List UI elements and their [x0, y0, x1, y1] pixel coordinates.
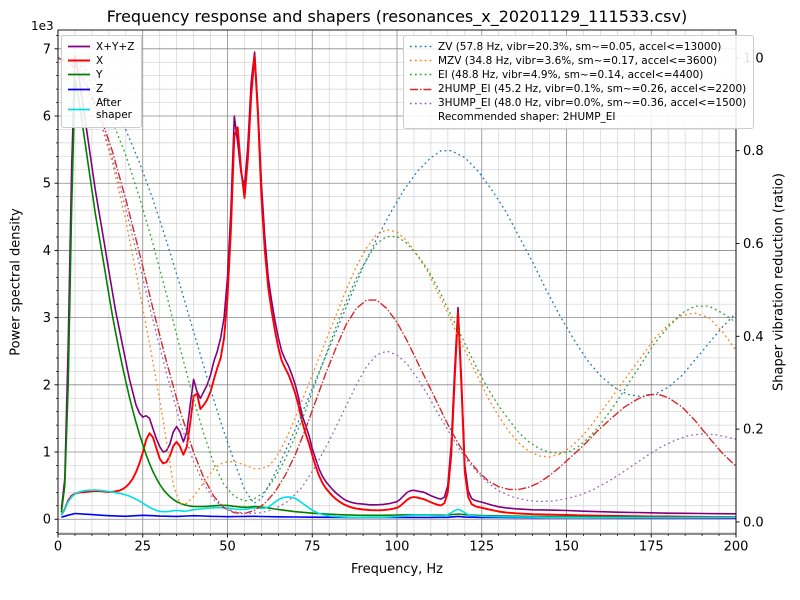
y-right-tick-label: 0.8: [743, 144, 764, 159]
y-axis-label-left: Power spectral density: [8, 208, 24, 356]
x-tick-label: 75: [304, 540, 321, 555]
legend-item-z: Z: [67, 83, 134, 96]
legend-item-3hump-ei: 3HUMP_EI (48.0 Hz, vibr=0.0%, sm~=0.36, …: [409, 97, 746, 110]
y-left-tick-label: 7: [43, 42, 51, 57]
y-axis-offset-text: 1e3: [31, 19, 54, 33]
x-tick-label: 175: [639, 540, 664, 555]
legend-label: ZV (57.8 Hz, vibr=20.3%, sm~=0.05, accel…: [438, 40, 722, 53]
legend-item-x: X: [67, 55, 134, 68]
y-left-tick-label: 3: [43, 311, 51, 326]
legend-label: Y: [96, 68, 103, 81]
psd-after-shaper-line: [60, 489, 737, 519]
psd-z-line: [61, 512, 736, 519]
legend-label: Z: [96, 82, 104, 95]
legend-item-x-y-z: X+Y+Z: [67, 41, 134, 54]
y-left-tick-label: 2: [43, 378, 51, 393]
y-left-tick-label: 5: [43, 177, 51, 192]
legend-line-sample: [410, 102, 432, 104]
shaper-mzv-line: [57, 57, 737, 505]
y-right-tick-label: 0.4: [743, 330, 764, 345]
x-tick-label: 0: [54, 540, 62, 555]
legend-label: 2HUMP_EI (45.2 Hz, vibr=0.1%, sm~=0.26, …: [438, 82, 747, 95]
legend-line-sample: [68, 74, 90, 76]
y-left-tick-label: 0: [43, 513, 51, 528]
y-right-tick-label: 0.0: [743, 515, 764, 530]
legend-item-after-shaper: After shaper: [67, 97, 134, 122]
x-tick-label: 125: [469, 540, 494, 555]
legend-label: After shaper: [96, 96, 133, 122]
y-right-tick-label: 0.2: [743, 423, 764, 438]
legend-label: X+Y+Z: [96, 40, 135, 53]
legend-label: EI (48.8 Hz, vibr=4.9%, sm~=0.14, accel<…: [438, 68, 704, 81]
x-axis-label: Frequency, Hz: [350, 562, 444, 577]
legend-line-sample: [410, 46, 432, 48]
legend-label: X: [96, 54, 104, 67]
y-axis-label-right: Shaper vibration reduction (ratio): [771, 173, 787, 391]
x-tick-label: 25: [134, 540, 151, 555]
x-tick-label: 50: [219, 540, 236, 555]
y-left-tick-label: 1: [43, 446, 51, 461]
y-right-tick-label: 0.6: [743, 237, 764, 252]
chart-title: Frequency response and shapers (resonanc…: [106, 7, 688, 26]
y-left-tick-label: 6: [43, 110, 51, 125]
psd-x-line: [60, 54, 737, 518]
legend-note: Recommended shaper: 2HUMP_EI: [438, 110, 616, 123]
legend-shapers: ZV (57.8 Hz, vibr=20.3%, sm~=0.05, accel…: [403, 35, 755, 130]
x-tick-label: 150: [554, 540, 579, 555]
legend-line-sample: [410, 74, 432, 76]
x-tick-label: 100: [385, 540, 410, 555]
legend-psd: X+Y+Z X Y Z After shaper: [61, 35, 143, 128]
legend-item-ei: EI (48.8 Hz, vibr=4.9%, sm~=0.14, accel<…: [409, 69, 746, 82]
shaper-2hump-ei-line: [57, 57, 737, 515]
legend-item-zv: ZV (57.8 Hz, vibr=20.3%, sm~=0.05, accel…: [409, 41, 746, 54]
shaper-3hump-ei-line: [57, 57, 737, 515]
legend-line-sample: [410, 60, 432, 62]
legend-item-mzv: MZV (34.8 Hz, vibr=3.6%, sm~=0.17, accel…: [409, 55, 746, 68]
legend-line-sample: [68, 45, 90, 48]
legend-item-y: Y: [67, 69, 134, 82]
x-tick-label: 200: [724, 540, 749, 555]
legend-item-2hump-ei: 2HUMP_EI (45.2 Hz, vibr=0.1%, sm~=0.26, …: [409, 83, 746, 96]
legend-line-sample: [68, 88, 90, 90]
y-left-tick-label: 4: [43, 244, 51, 259]
legend-label: MZV (34.8 Hz, vibr=3.6%, sm~=0.17, accel…: [438, 54, 718, 67]
legend-line-sample: [410, 88, 432, 90]
legend-line-sample: [68, 108, 90, 111]
legend-label: 3HUMP_EI (48.0 Hz, vibr=0.0%, sm~=0.36, …: [438, 96, 747, 109]
legend-line-sample: [68, 59, 90, 62]
